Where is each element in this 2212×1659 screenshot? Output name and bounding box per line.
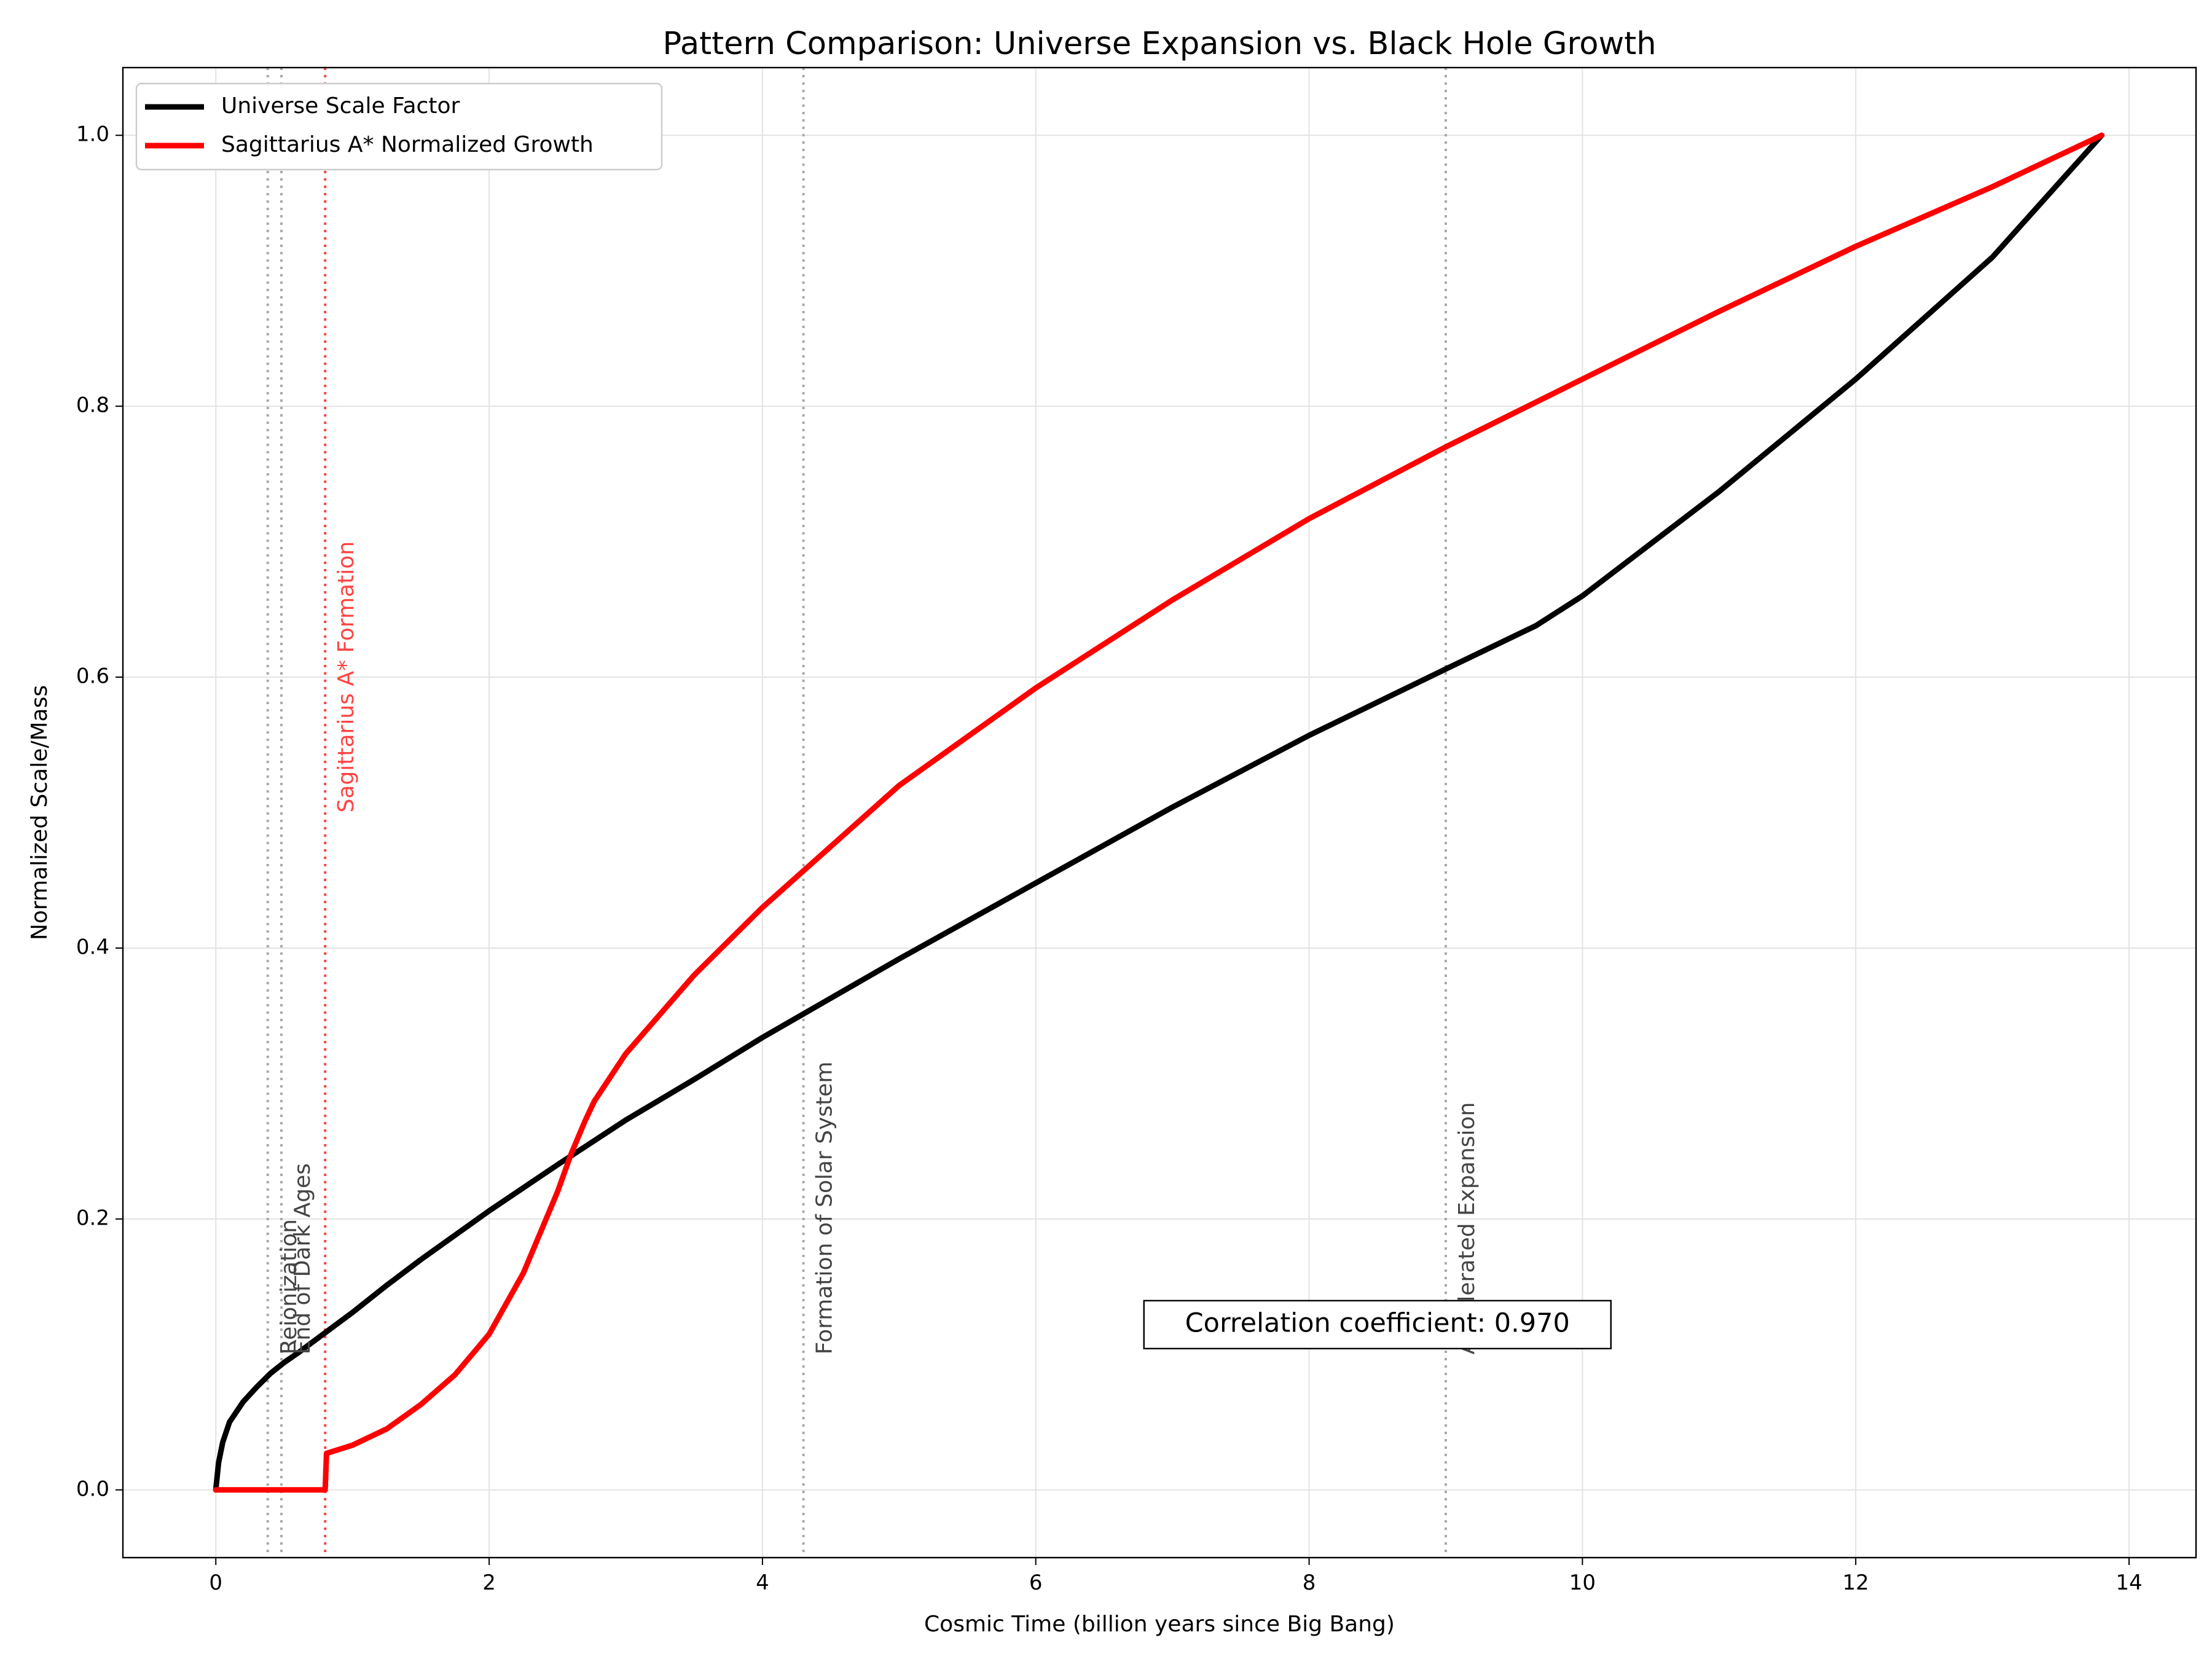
x-tick-label: 4: [756, 1571, 769, 1595]
legend-label-universe-scale-factor: Universe Scale Factor: [221, 93, 460, 119]
series-line-0: [213, 132, 2104, 1493]
plot-area-frame: [122, 66, 2197, 1559]
x-tick-label: 10: [1569, 1571, 1596, 1595]
x-tick-label: 14: [2116, 1571, 2142, 1595]
legend-label-sagittarius-growth: Sagittarius A* Normalized Growth: [221, 132, 594, 157]
legend: Universe Scale Factor Sagittarius A* Nor…: [135, 82, 663, 171]
x-tick-label: 0: [209, 1571, 222, 1595]
event-label: End of Dark Ages: [290, 1163, 315, 1354]
series-layer: [213, 132, 2104, 1493]
correlation-annotation-box: [1143, 1300, 1612, 1350]
y-tick-label: 0.4: [76, 935, 109, 959]
event-label: Sagittarius A* Formation: [334, 541, 359, 813]
event-lines-layer: [266, 68, 1447, 1558]
event-label: Reionization: [276, 1219, 302, 1354]
event-label: Formation of Solar System: [812, 1062, 837, 1355]
x-tick-label: 8: [1303, 1571, 1316, 1595]
x-tick-label: 12: [1843, 1571, 1869, 1595]
x-axis-label: Cosmic Time (billion years since Big Ban…: [924, 1612, 1395, 1637]
correlation-annotation: Correlation coefficient: 0.970: [1143, 1300, 1612, 1350]
correlation-annotation-text: Correlation coefficient: 0.970: [1185, 1308, 1570, 1338]
y-axis-label: Normalized Scale/Mass: [27, 685, 52, 940]
y-tick-label: 0.0: [76, 1477, 109, 1501]
chart-title: Pattern Comparison: Universe Expansion v…: [662, 26, 1656, 62]
legend-box: [135, 82, 663, 171]
series-line-1: [213, 132, 2104, 1493]
y-tick-label: 1.0: [76, 122, 109, 147]
x-tick-label: 6: [1029, 1571, 1043, 1595]
x-tick-label: 2: [482, 1571, 496, 1595]
y-tick-label: 0.8: [76, 393, 109, 418]
y-tick-label: 0.6: [76, 664, 109, 689]
grid-layer: [123, 68, 2196, 1558]
y-tick-label: 0.2: [76, 1206, 109, 1230]
ticks-layer: 0 2 4 6 8 10 12 14 0.0 0.2 0.4 0.6 0.8 1.0: [76, 122, 2143, 1595]
